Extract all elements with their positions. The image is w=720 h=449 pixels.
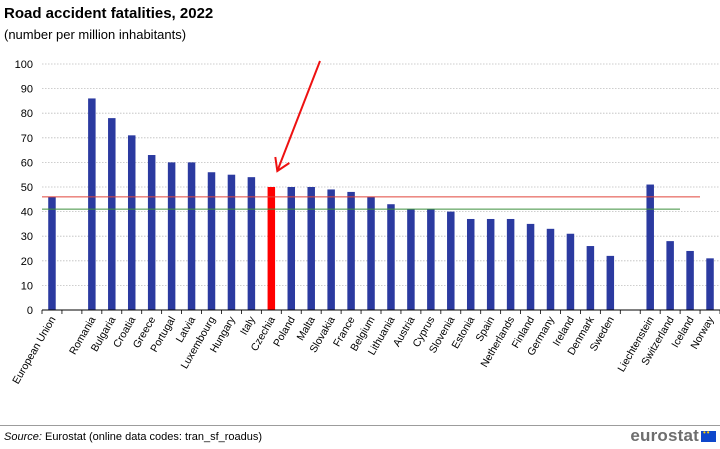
annotation-arrow-shaft [276,60,321,172]
bar [127,135,136,310]
bar [108,118,116,311]
bar [706,258,714,310]
bar [646,184,654,310]
y-tick-label: 20 [21,256,33,268]
bar [606,255,615,310]
y-tick-label: 40 [21,207,33,219]
bar [367,196,375,310]
x-tick-label: Italy [238,314,258,337]
bar [327,189,335,310]
bar [447,211,455,310]
bar [427,209,435,310]
bar [506,218,515,310]
bar [466,218,475,310]
bar [147,155,156,310]
y-tick-label: 30 [21,231,33,243]
chart-subtitle: (number per million inhabitants) [4,27,187,42]
bar [347,191,355,310]
source-text: Eurostat (online data codes: tran_sf_roa… [41,431,263,443]
source-label: Source: [4,431,42,443]
logo-text: eurostat [630,426,699,445]
y-tick-label: 50 [21,182,33,194]
bar [526,223,535,310]
bar [566,233,575,310]
bar [307,187,315,310]
y-tick-label: 100 [15,59,33,71]
bar [486,218,495,310]
y-tick-label: 90 [21,84,33,96]
bar [48,196,56,310]
bar [207,172,216,310]
bar [187,162,196,310]
bar [247,177,256,310]
y-tick-label: 0 [27,305,33,317]
bar [666,241,674,310]
bar [167,162,176,310]
y-tick-label: 80 [21,108,33,120]
eurostat-logo: eurostat [630,426,716,446]
bar [586,246,595,310]
y-tick-label: 70 [21,133,33,145]
bar [546,228,555,310]
footer-divider [0,425,720,426]
x-tick-label: European Union [10,314,58,386]
bar [287,187,296,310]
bar [387,204,395,310]
y-tick-label: 10 [21,280,33,292]
bar [686,250,694,310]
source-note: Source: Eurostat (online data codes: tra… [4,431,262,443]
bar [88,98,96,310]
chart-title: Road accident fatalities, 2022 [4,5,214,22]
bar [227,174,236,310]
eu-flag-icon [701,428,716,442]
bar [267,187,276,310]
bar [407,209,415,310]
y-tick-label: 60 [21,157,33,169]
annotation-arrow-head [274,156,290,173]
